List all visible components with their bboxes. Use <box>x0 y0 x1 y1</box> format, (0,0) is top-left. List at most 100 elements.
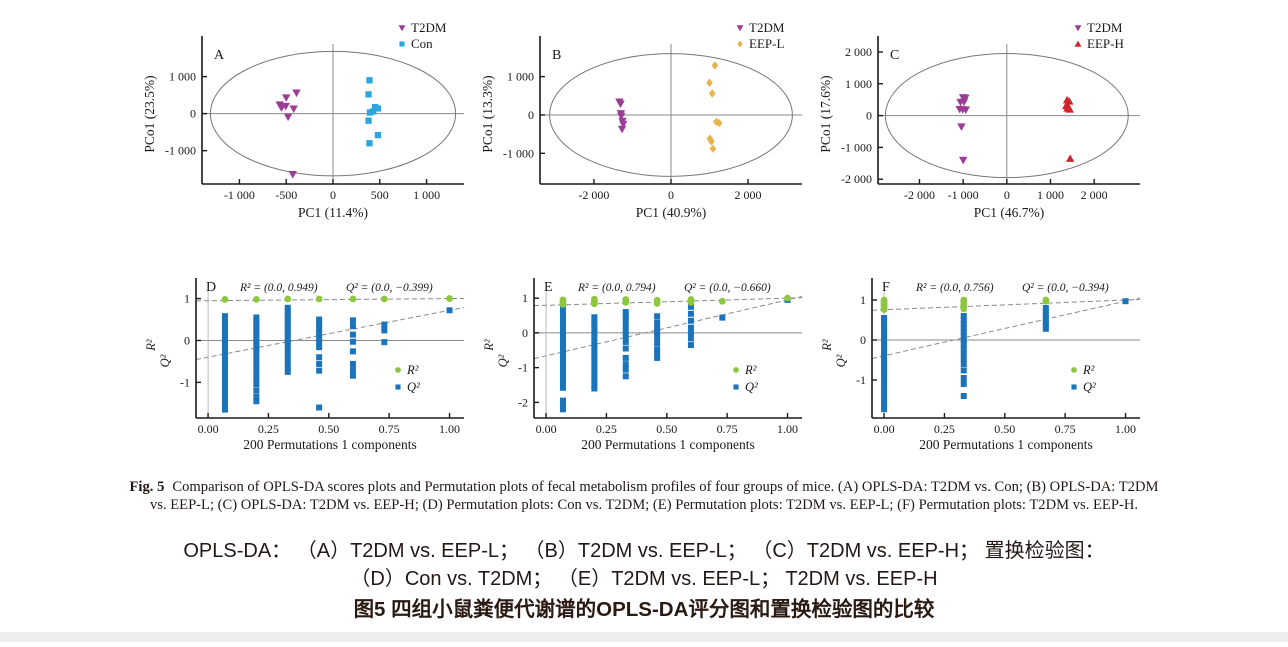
series-EEP-H <box>1062 95 1075 162</box>
r2-annotation: R² = (0.0, 0.756) <box>915 282 994 294</box>
y-axis-label: PCo1 (23.5%) <box>142 75 157 152</box>
x-tick-label: -500 <box>275 188 297 202</box>
x-tick-label: 1 000 <box>413 188 440 202</box>
figure-caption-en: Fig. 5 Comparison of OPLS-DA scores plots… <box>124 478 1164 514</box>
q2-points <box>221 304 453 413</box>
y-tick-label: 1 000 <box>845 77 872 91</box>
figure-number-label: Fig. 5 <box>129 479 165 495</box>
y-tick-label: 1 <box>184 292 190 306</box>
y-tick-label: 1 000 <box>169 70 196 84</box>
y-axis-label-r2: R² <box>144 339 158 352</box>
series-T2DM <box>275 89 301 179</box>
x-axis-label: PC1 (46.7%) <box>974 205 1045 220</box>
x-tick-label: -1 000 <box>224 188 255 202</box>
y-tick-label: 2 000 <box>845 45 872 59</box>
legend-label: T2DM <box>749 20 785 35</box>
y-axis-label-q2: Q² <box>834 354 848 367</box>
y-tick-label: 0 <box>866 109 872 123</box>
x-tick-label: 0.75 <box>379 422 400 436</box>
y-tick-label: 0 <box>522 326 528 340</box>
x-axis-label: PC1 (11.4%) <box>298 205 368 220</box>
y-tick-label: -2 000 <box>841 172 872 186</box>
q2-annotation: Q² = (0.0, −0.399) <box>346 282 433 294</box>
legend-label: Q² <box>745 380 758 394</box>
y-tick-label: -1 <box>856 373 866 387</box>
legend-label: T2DM <box>411 20 447 35</box>
y-tick-label: -1 000 <box>165 144 196 158</box>
q2-annotation: Q² = (0.0, −0.660) <box>684 282 771 294</box>
figure-title-zh: 图5 四组小鼠粪便代谢谱的OPLS-DA评分图和置换检验图的比较 <box>353 598 935 621</box>
panel-letter: F <box>882 280 890 295</box>
q2-trend-line <box>195 307 465 361</box>
confidence-ellipse <box>209 50 457 177</box>
x-tick-label: 0.50 <box>994 422 1015 436</box>
caption-zh-line2: （D）Con vs. T2DM； （E）T2DM vs. EEP-L； T2DM… <box>350 568 938 590</box>
panel-letter: D <box>206 280 216 295</box>
confidence-ellipse <box>884 53 1129 179</box>
r2-trend-line <box>533 297 803 307</box>
x-tick-label: 1.00 <box>1115 422 1136 436</box>
series-T2DM <box>955 94 970 165</box>
confidence-ellipse <box>549 53 793 177</box>
legend-label: Q² <box>407 380 420 394</box>
y-axis-label-r2: R² <box>820 339 834 352</box>
r2-annotation: R² = (0.0, 0.794) <box>577 282 656 294</box>
figure-caption-zh: OPLS-DA： （A）T2DM vs. EEP-L； （B）T2DM vs. … <box>0 537 1288 593</box>
y-axis-label-q2: Q² <box>496 354 510 367</box>
y-tick-label: -1 000 <box>503 146 534 160</box>
y-tick-label: 0 <box>184 333 190 347</box>
x-tick-label: 1.00 <box>439 422 460 436</box>
x-tick-label: 0.75 <box>717 422 738 436</box>
x-axis-label: PC1 (40.9%) <box>636 205 707 220</box>
score-plot-A: -1 000 -500 0 500 1 000 -1 000 0 1 000 PC1 (11.4… <box>142 20 464 220</box>
x-axis-label: 200 Permutations 1 components <box>919 437 1093 452</box>
x-tick-label: 0 <box>1004 188 1010 202</box>
x-tick-label: 1.00 <box>777 422 798 436</box>
panel-letter: E <box>544 280 553 295</box>
series-T2DM <box>615 98 628 134</box>
q2-points <box>559 296 791 413</box>
q2-trend-line <box>533 296 803 360</box>
y-axis-label-q2: Q² <box>158 354 172 367</box>
x-tick-label: 0.25 <box>596 422 617 436</box>
panel-letter: B <box>552 48 561 63</box>
panel-letter: A <box>214 48 225 63</box>
figure-caption-text: Comparison of OPLS-DA scores plots and P… <box>149 479 1159 513</box>
r2-points <box>221 295 453 303</box>
x-axis-label: 200 Permutations 1 components <box>581 437 755 452</box>
legend-label: EEP-L <box>749 36 784 51</box>
x-tick-label: 2 000 <box>1081 188 1108 202</box>
x-tick-label: 0 <box>330 188 336 202</box>
x-tick-label: 2 000 <box>735 188 762 202</box>
x-tick-label: 0.00 <box>198 422 219 436</box>
x-tick-label: 0.75 <box>1055 422 1076 436</box>
x-tick-label: -2 000 <box>904 188 935 202</box>
x-axis-label: 200 Permutations 1 components <box>243 437 417 452</box>
series-Con <box>365 77 382 147</box>
y-tick-label: -1 <box>518 361 528 375</box>
x-tick-label: 1 000 <box>1037 188 1064 202</box>
q2-points <box>881 298 1129 413</box>
y-tick-label: 1 <box>860 293 866 307</box>
x-tick-label: 0.25 <box>258 422 279 436</box>
r2-annotation: R² = (0.0, 0.949) <box>239 282 318 294</box>
x-tick-label: 0 <box>668 188 674 202</box>
legend-label: R² <box>406 363 419 377</box>
permutation-plots-row: 0.00 0.25 0.50 0.75 1.00 -1 0 1 D R² = (0.0, 0.94… <box>140 266 1148 464</box>
x-tick-label: -2 000 <box>578 188 609 202</box>
legend-label: R² <box>744 363 757 377</box>
y-tick-label: -1 000 <box>841 140 872 154</box>
y-tick-label: 0 <box>190 107 196 121</box>
permutation-plot-F: 0.00 0.25 0.50 0.75 1.00 -1 0 1 F R² = (0.0, 0.75… <box>820 278 1141 452</box>
page-bottom-bar <box>0 632 1288 642</box>
x-tick-label: 0.50 <box>318 422 339 436</box>
x-tick-label: 0.50 <box>656 422 677 436</box>
caption-zh-line1: OPLS-DA： （A）T2DM vs. EEP-L； （B）T2DM vs. … <box>183 540 1105 562</box>
permutation-plot-E: 0.00 0.25 0.50 0.75 1.00 -2 -1 0 1 E R² = (0.0, 0.… <box>482 278 803 452</box>
x-tick-label: 0.25 <box>934 422 955 436</box>
r2-trend-line <box>195 297 465 302</box>
score-plots-row: -1 000 -500 0 500 1 000 -1 000 0 1 000 PC1 (11.4… <box>140 18 1148 236</box>
legend-label: R² <box>1082 363 1095 377</box>
q2-trend-line <box>871 297 1141 359</box>
legend-label: EEP-H <box>1087 36 1124 51</box>
